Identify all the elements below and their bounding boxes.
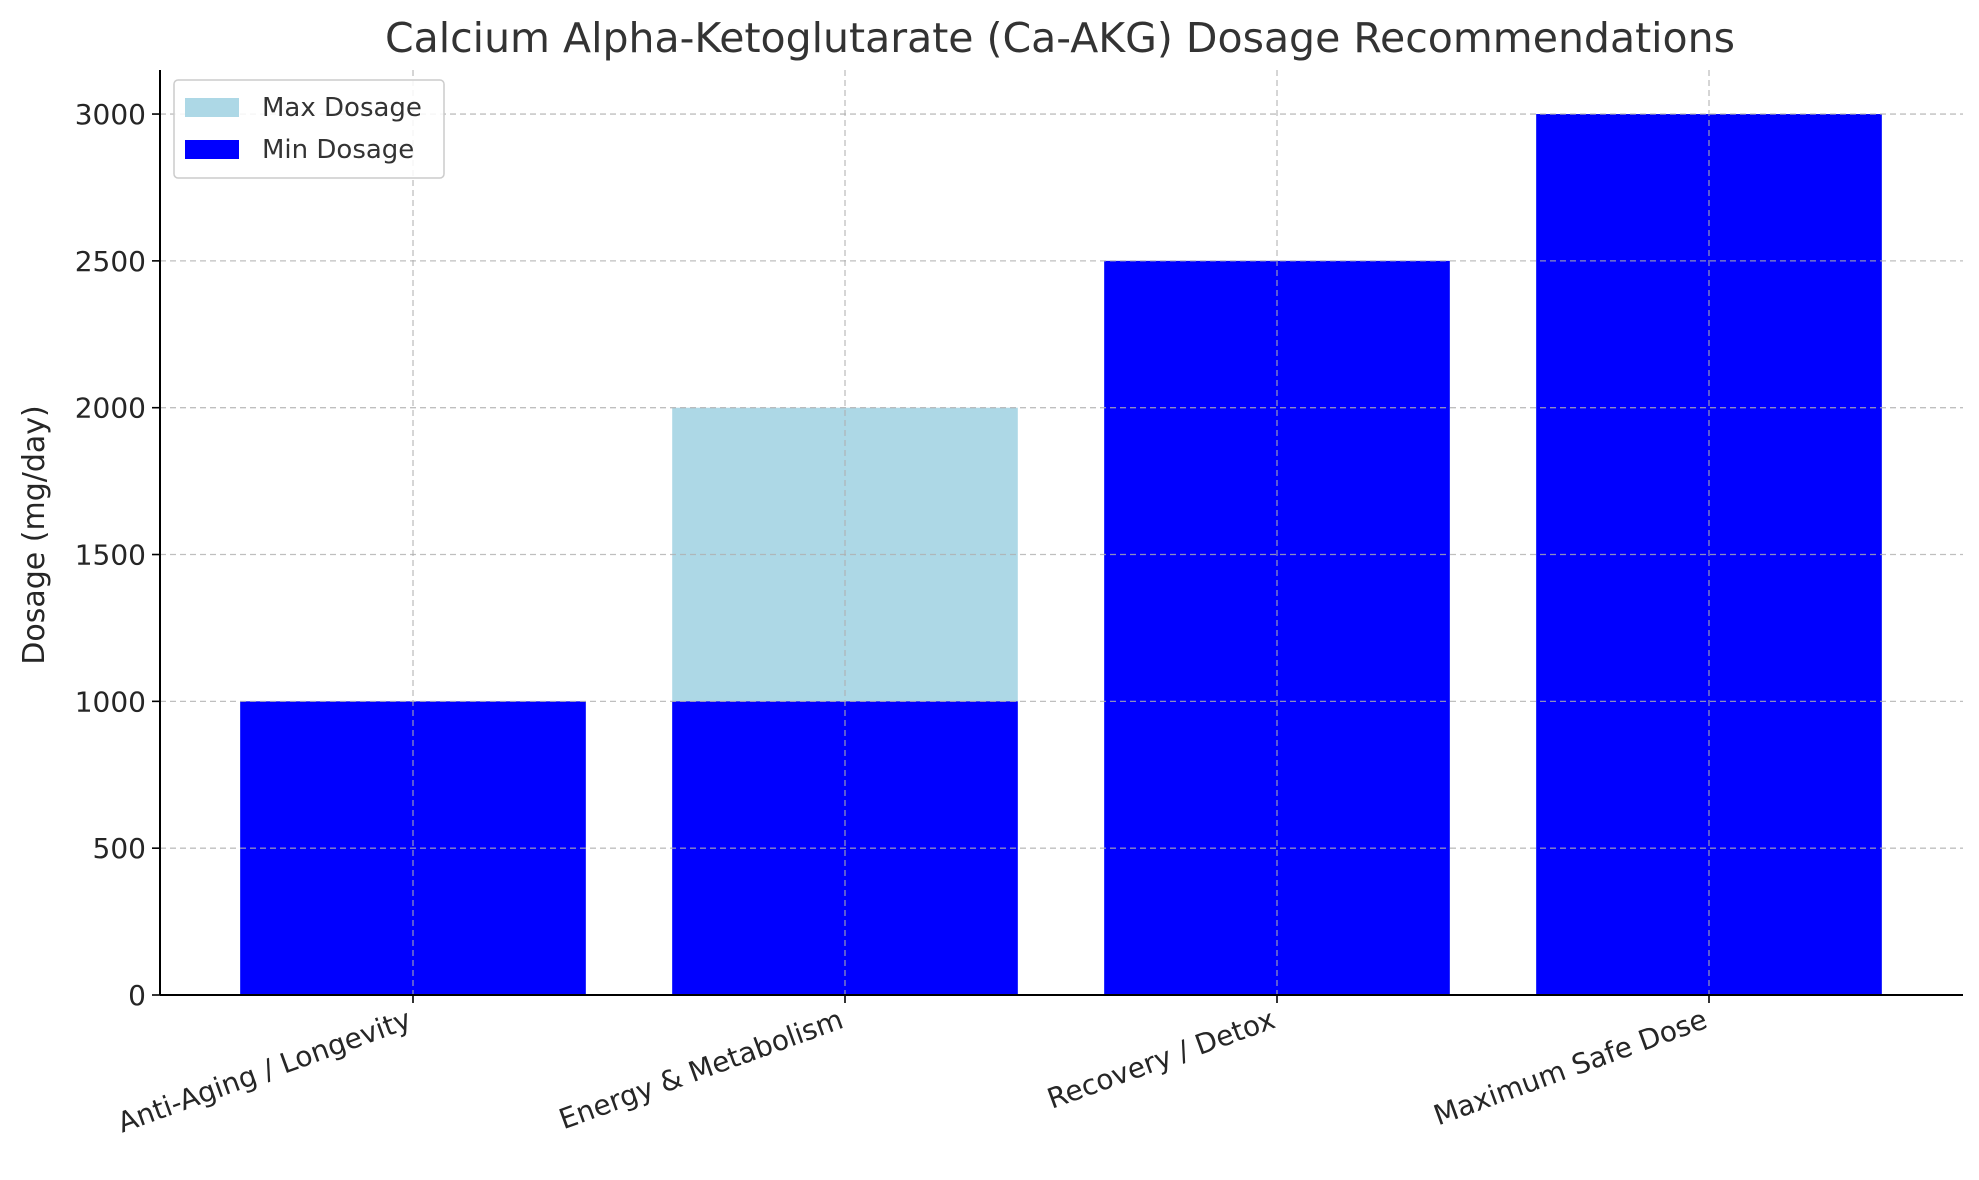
- x-tick-label-0: Anti-Aging / Longevity: [113, 1003, 415, 1140]
- legend: Max Dosage Min Dosage: [173, 79, 445, 179]
- legend-swatch-0: [185, 98, 239, 117]
- x-tick-label-2: Recovery / Detox: [1043, 1003, 1280, 1116]
- y-axis-label: Dosage (mg/day): [17, 405, 52, 664]
- y-tick-label-2: 1000: [75, 685, 146, 718]
- y-tick-label-4: 2000: [75, 392, 146, 425]
- y-tick-label-5: 2500: [75, 245, 146, 278]
- x-tick-label-1: Energy & Metabolism: [555, 1003, 848, 1136]
- legend-label-0: Max Dosage: [262, 93, 422, 123]
- y-tick-label-0: 0: [128, 979, 146, 1012]
- y-ticks: 0 500 1000 1500 2000 2500 3000: [75, 98, 160, 1012]
- legend-swatch-1: [185, 140, 239, 159]
- x-tick-label-3: Maximum Safe Dose: [1429, 1003, 1711, 1133]
- y-tick-label-6: 3000: [75, 98, 146, 131]
- legend-frame: [173, 79, 445, 179]
- axes: [159, 70, 1963, 996]
- y-tick-label-1: 500: [93, 832, 146, 865]
- x-ticks: Anti-Aging / Longevity Energy & Metabolis…: [113, 995, 1711, 1139]
- y-tick-label-3: 1500: [75, 539, 146, 572]
- chart-title: Calcium Alpha-Ketoglutarate (Ca-AKG) Dos…: [385, 14, 1735, 62]
- legend-label-1: Min Dosage: [262, 135, 414, 165]
